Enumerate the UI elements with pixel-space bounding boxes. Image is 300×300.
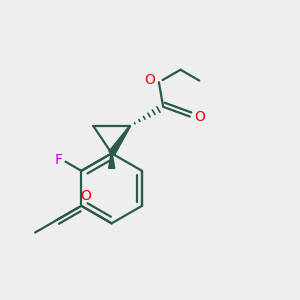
Polygon shape bbox=[109, 126, 130, 155]
Text: O: O bbox=[144, 73, 155, 86]
Text: O: O bbox=[80, 188, 91, 203]
Text: F: F bbox=[55, 153, 63, 167]
Text: O: O bbox=[194, 110, 205, 124]
Polygon shape bbox=[109, 153, 115, 168]
